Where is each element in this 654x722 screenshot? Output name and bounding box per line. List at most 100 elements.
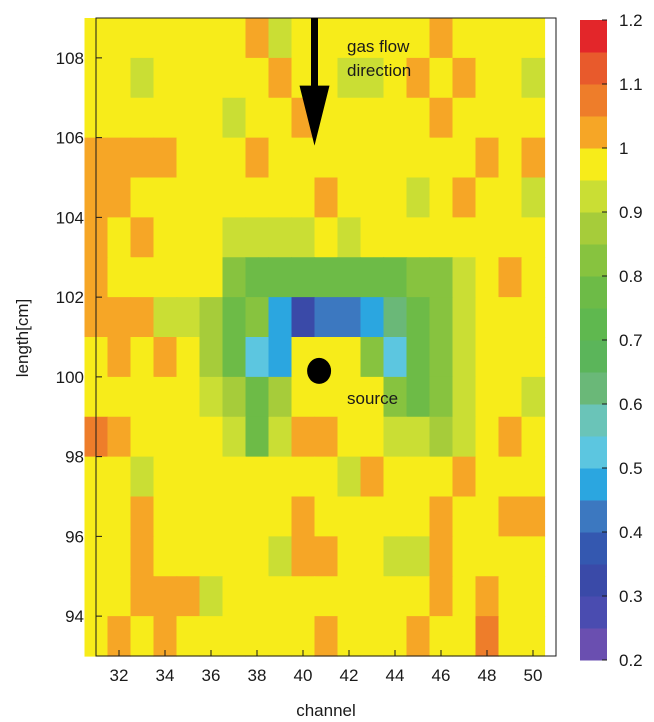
x-tick-label: 38 xyxy=(248,666,267,685)
heatmap-cell xyxy=(176,137,201,179)
heatmap-cell xyxy=(176,496,201,537)
heatmap-cell xyxy=(406,536,431,577)
heatmap-cell xyxy=(452,337,477,378)
colorbar-band xyxy=(580,532,607,565)
colorbar-tick-label: 0.8 xyxy=(619,267,643,286)
x-tick-label: 34 xyxy=(156,666,175,685)
heatmap-cell xyxy=(314,137,339,179)
colorbar-tick-label: 0.9 xyxy=(619,203,643,222)
heatmap-cell xyxy=(406,137,431,179)
heatmap-cell xyxy=(199,297,224,338)
heatmap-cell xyxy=(199,416,224,458)
heatmap-cell xyxy=(107,536,132,577)
heatmap-cell xyxy=(498,297,523,338)
heatmap-cell xyxy=(130,337,155,378)
y-tick-label: 108 xyxy=(56,49,84,68)
annotation-gas-flow: direction xyxy=(347,61,411,80)
heatmap-cell xyxy=(498,337,523,378)
x-tick-label: 46 xyxy=(432,666,451,685)
heatmap-cell xyxy=(268,616,293,657)
heatmap-cell xyxy=(429,297,454,338)
heatmap-cell xyxy=(199,456,224,498)
heatmap-cell xyxy=(291,297,316,338)
heatmap-cell xyxy=(130,97,155,139)
heatmap-cell xyxy=(452,177,477,218)
heatmap-cell xyxy=(383,18,408,59)
x-tick-label: 50 xyxy=(524,666,543,685)
heatmap-cell xyxy=(153,137,178,179)
heatmap-cell xyxy=(314,536,339,577)
colorbar-tick-label: 0.7 xyxy=(619,331,643,350)
heatmap-cell xyxy=(130,456,155,498)
x-tick-label: 44 xyxy=(386,666,405,685)
heatmap-cell xyxy=(337,177,362,218)
colorbar-band xyxy=(580,180,607,213)
heatmap-cell xyxy=(498,137,523,179)
heatmap-cell xyxy=(268,97,293,139)
heatmap-cell xyxy=(314,576,339,617)
heatmap-cell xyxy=(498,576,523,617)
heatmap-cell xyxy=(130,18,155,59)
heatmap-cell xyxy=(475,177,500,218)
heatmap-cell xyxy=(452,57,477,99)
heatmap-cell xyxy=(498,416,523,458)
heatmap-cell xyxy=(383,97,408,139)
heatmap-cell xyxy=(521,57,546,99)
heatmap-cell xyxy=(475,536,500,577)
heatmap-cell xyxy=(176,177,201,218)
heatmap-cell xyxy=(429,376,454,418)
heatmap-cell xyxy=(475,576,500,617)
heatmap-cell xyxy=(337,616,362,657)
heatmap-cell xyxy=(429,257,454,298)
heatmap-cell xyxy=(268,337,293,378)
heatmap-cell xyxy=(245,97,270,139)
heatmap-cell xyxy=(176,536,201,577)
arrow-shaft xyxy=(311,18,318,98)
annotation-source: source xyxy=(347,389,398,408)
heatmap-cell xyxy=(452,576,477,617)
heatmap-cell xyxy=(521,177,546,218)
colorbar-band xyxy=(580,148,607,181)
heatmap-cell xyxy=(360,297,385,338)
y-axis-ticks: 94 96 98 100 102 104 106 108 xyxy=(56,49,102,626)
heatmap-cell xyxy=(199,97,224,139)
heatmap-cell xyxy=(268,416,293,458)
heatmap-cell xyxy=(314,257,339,298)
heatmap-cell xyxy=(222,376,247,418)
heatmap-cell xyxy=(429,496,454,537)
heatmap-cell xyxy=(383,217,408,258)
heatmap-cell xyxy=(360,496,385,537)
heatmap-cell xyxy=(521,416,546,458)
heatmap-cell xyxy=(406,456,431,498)
heatmap-cell xyxy=(337,297,362,338)
heatmap-cell xyxy=(498,376,523,418)
heatmap-cell xyxy=(452,97,477,139)
heatmap-cell xyxy=(429,456,454,498)
colorbar-band xyxy=(580,212,607,245)
heatmap-cell xyxy=(291,257,316,298)
heatmap-cell xyxy=(337,257,362,298)
heatmap-cell xyxy=(199,376,224,418)
heatmap-cell xyxy=(406,576,431,617)
heatmap-cell xyxy=(153,337,178,378)
heatmap-cell xyxy=(153,177,178,218)
heatmap-cell xyxy=(452,416,477,458)
heatmap-cell xyxy=(383,496,408,537)
heatmap-cell xyxy=(222,536,247,577)
heatmap-cell xyxy=(406,57,431,99)
colorbar-band xyxy=(580,596,607,629)
heatmap-cell xyxy=(452,496,477,537)
heatmap-cell xyxy=(475,18,500,59)
heatmap-cell xyxy=(475,376,500,418)
arrow-head xyxy=(299,85,330,146)
heatmap-cell xyxy=(245,57,270,99)
heatmap-cell xyxy=(222,297,247,338)
plot-frame xyxy=(95,17,557,657)
heatmap-cell xyxy=(406,337,431,378)
heatmap-cell xyxy=(521,536,546,577)
heatmap-cell xyxy=(153,616,178,657)
heatmap-cell xyxy=(222,496,247,537)
heatmap-cell xyxy=(521,297,546,338)
y-tick-label: 96 xyxy=(65,527,84,546)
heatmap-cell xyxy=(337,97,362,139)
